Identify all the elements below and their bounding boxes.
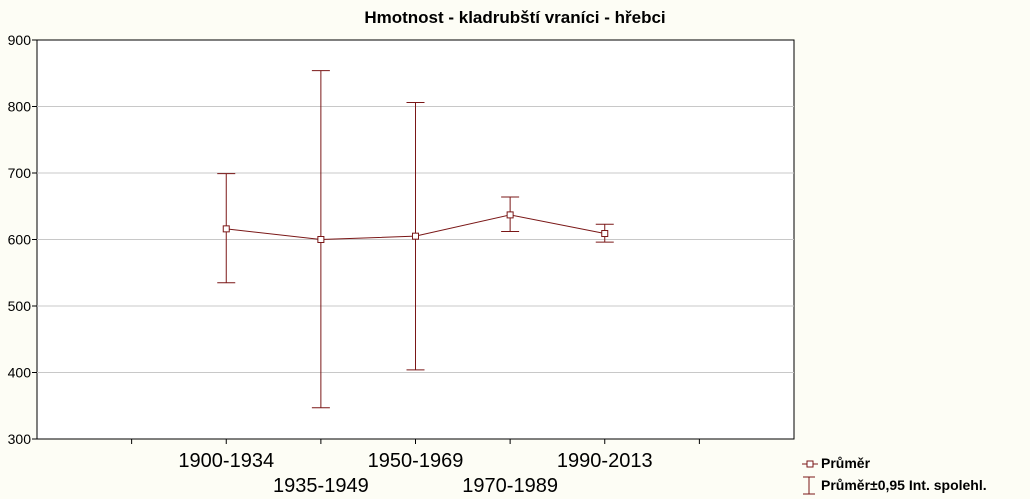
legend: Průměr Průměr±0,95 Int. spolehl.: [802, 455, 987, 495]
mean-point-1900-1934: [222, 225, 230, 233]
mean-point-1970-1989: [506, 211, 514, 219]
x-tick-label-1900-1934: 1900-1934: [178, 450, 274, 472]
y-tick-label-800: 800: [8, 99, 32, 115]
series-group: [217, 70, 614, 409]
legend-ci-label: Průměr±0,95 Int. spolehl.: [821, 477, 987, 493]
legend-mean-label: Průměr: [821, 455, 871, 471]
x-tick-label-1935-1949: 1935-1949: [273, 475, 369, 497]
y-tick-label-700: 700: [8, 165, 32, 181]
y-axis: 300 400 500 600 700 800 900: [8, 32, 37, 447]
x-tick-label-1970-1989: 1970-1989: [462, 475, 558, 497]
x-tick-label-1950-1969: 1950-1969: [368, 450, 464, 472]
x-axis: 1900-1934 1935-1949 1950-1969 1970-1989 1990…: [131, 439, 700, 497]
y-tick-label-500: 500: [8, 298, 32, 314]
x-tick-label-1990-2013: 1990-2013: [557, 450, 653, 472]
mean-point-1990-2013: [601, 230, 609, 238]
y-tick-label-400: 400: [8, 365, 32, 381]
y-tick-label-900: 900: [8, 32, 32, 48]
y-tick-label-300: 300: [8, 431, 32, 447]
mean-point-1935-1949: [317, 236, 325, 243]
y-tick-label-600: 600: [8, 232, 32, 248]
chart-title: Hmotnost - kladrubští vraníci - hřebci: [364, 8, 665, 27]
legend-mean-marker: [806, 460, 814, 468]
mean-point-1950-1969: [412, 232, 419, 240]
